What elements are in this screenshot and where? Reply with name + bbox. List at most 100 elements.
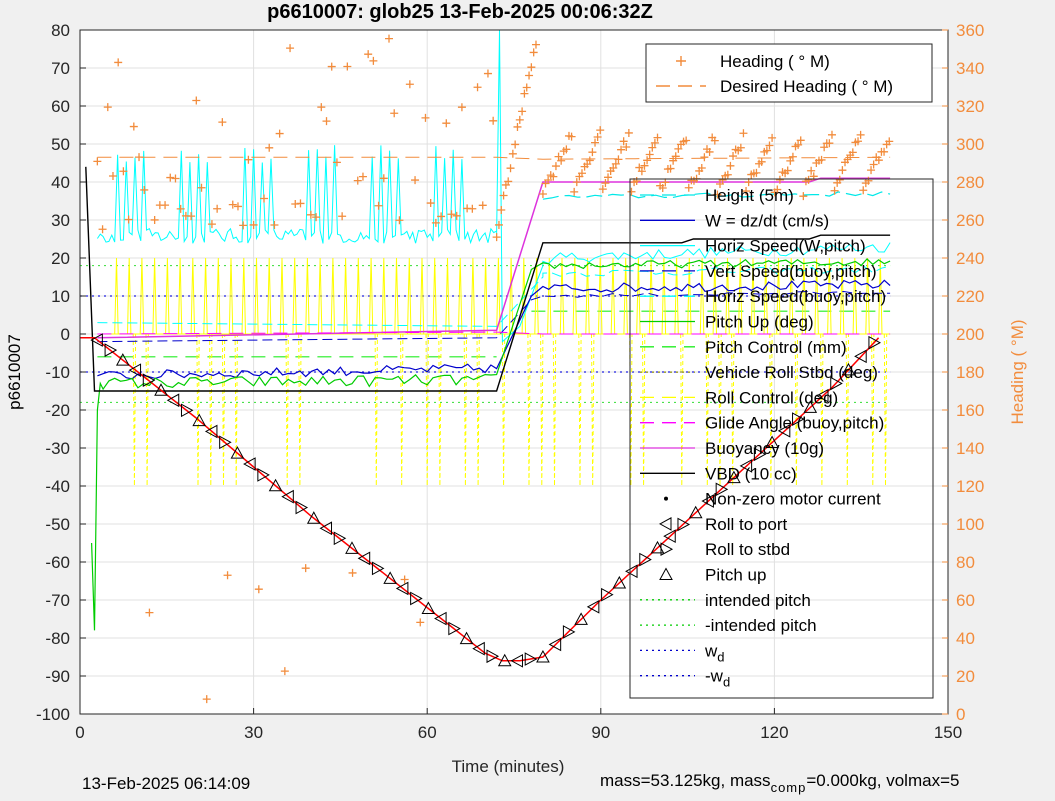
- depth-marker: [230, 446, 245, 459]
- heading-marker: [192, 96, 201, 105]
- roll-control-down: [540, 333, 544, 487]
- roll-control-down: [463, 333, 467, 487]
- heading-marker: [197, 183, 206, 192]
- legend-main-label: wd: [704, 641, 725, 664]
- heading-marker: [661, 178, 670, 187]
- y2-tick-label: 120: [956, 477, 984, 496]
- horiz-speed-dive: [96, 145, 497, 245]
- depth-marker: [357, 551, 371, 566]
- roll-control-spike: [585, 257, 590, 335]
- vbd-line: [85, 166, 891, 392]
- heading-marker: [457, 103, 466, 112]
- depth-marker: [727, 470, 741, 484]
- depth-marker: [639, 552, 652, 567]
- heading-marker: [150, 215, 159, 224]
- heading-marker: [869, 160, 878, 169]
- y2-tick-label: 0: [956, 705, 965, 724]
- depth-marker: [421, 601, 436, 615]
- heading-marker: [554, 152, 563, 161]
- roll-control-spike: [470, 257, 476, 335]
- legend-main-label: Buoyancy (10g): [705, 439, 824, 458]
- roll-control-spike: [267, 257, 272, 335]
- heading-marker: [624, 128, 633, 137]
- y-tick-label: -30: [45, 439, 70, 458]
- roll-control-down: [578, 333, 582, 487]
- heading-marker: [752, 168, 761, 177]
- heading-marker: [653, 133, 662, 142]
- heading-marker: [431, 218, 440, 227]
- heading-marker: [275, 129, 284, 138]
- y-tick-label: -70: [45, 591, 70, 610]
- roll-control-spike: [788, 257, 794, 335]
- y2-tick-label: 140: [956, 439, 984, 458]
- heading-marker: [682, 136, 691, 145]
- depth-marker: [166, 393, 180, 408]
- heading-marker: [880, 147, 889, 156]
- heading-marker: [650, 138, 659, 147]
- roll-control-down: [285, 333, 289, 487]
- depth-marker: [548, 637, 562, 652]
- roll-control-spike: [394, 257, 399, 335]
- heading-marker: [700, 153, 709, 162]
- legend-main-label: W = dz/dt (cm/s): [705, 211, 829, 230]
- heading-marker: [317, 103, 326, 112]
- roll-control-spike: [559, 257, 565, 335]
- heading-marker: [525, 71, 534, 80]
- depth-marker: [562, 625, 576, 639]
- heading-marker: [645, 150, 654, 159]
- depth-marker: [739, 459, 753, 473]
- heading-marker: [301, 564, 310, 573]
- glide-angle-line: [97, 331, 891, 335]
- depth-marker: [792, 412, 805, 426]
- y2-tick-label: 80: [956, 553, 975, 572]
- depth-marker: [868, 335, 881, 350]
- roll-control-spike: [636, 257, 641, 335]
- heading-marker: [572, 178, 581, 187]
- heading-marker: [426, 199, 435, 208]
- roll-control-spike: [801, 257, 807, 335]
- depth-marker: [830, 376, 843, 391]
- depth-marker: [510, 653, 523, 668]
- y2-tick-label: 280: [956, 173, 984, 192]
- y2-tick-label: 220: [956, 287, 984, 306]
- depth-marker: [688, 505, 703, 519]
- depth-marker: [345, 541, 359, 554]
- heading-marker: [166, 173, 175, 182]
- depth-marker: [204, 424, 218, 439]
- height-line: [542, 191, 891, 200]
- roll-control-spike: [547, 257, 552, 335]
- roll-control-spike: [572, 257, 577, 335]
- heading-marker: [637, 167, 646, 176]
- heading-marker: [353, 176, 362, 185]
- heading-marker: [312, 213, 321, 222]
- roll-control-spike: [254, 257, 259, 335]
- heading-marker: [598, 185, 607, 194]
- heading-marker: [614, 155, 623, 164]
- legend-main-label: intended pitch: [705, 591, 811, 610]
- y2-tick-label: 160: [956, 401, 984, 420]
- x-tick-label: 0: [75, 723, 84, 742]
- roll-control-spike: [419, 257, 425, 335]
- legend-main-label: -intended pitch: [705, 616, 817, 635]
- x-tick-label: 90: [591, 723, 610, 742]
- roll-control-down: [221, 333, 226, 487]
- depth-marker: [333, 531, 347, 546]
- y2-tick-label: 300: [956, 135, 984, 154]
- heading-marker: [830, 186, 839, 195]
- pitch-up-line: [91, 258, 891, 631]
- heading-marker: [504, 177, 513, 186]
- y2-axis-label: Heading ( °M): [1008, 319, 1027, 424]
- heading-marker: [114, 58, 123, 67]
- legend-main-label: Glide Angle (buoy,pitch): [705, 414, 884, 433]
- legend-main-label: Height (5m): [705, 186, 794, 205]
- roll-control-spike: [139, 257, 145, 335]
- heading-marker: [506, 164, 515, 173]
- heading-marker: [604, 173, 613, 182]
- y-tick-label: -50: [45, 515, 70, 534]
- roll-control-down: [883, 333, 888, 487]
- tick-labels: 0 30 60 90 120 15080706050403020100-10-20-30-…: [36, 21, 984, 742]
- roll-control-spike: [203, 257, 208, 335]
- depth-marker: [434, 611, 447, 626]
- heading-marker: [108, 172, 117, 180]
